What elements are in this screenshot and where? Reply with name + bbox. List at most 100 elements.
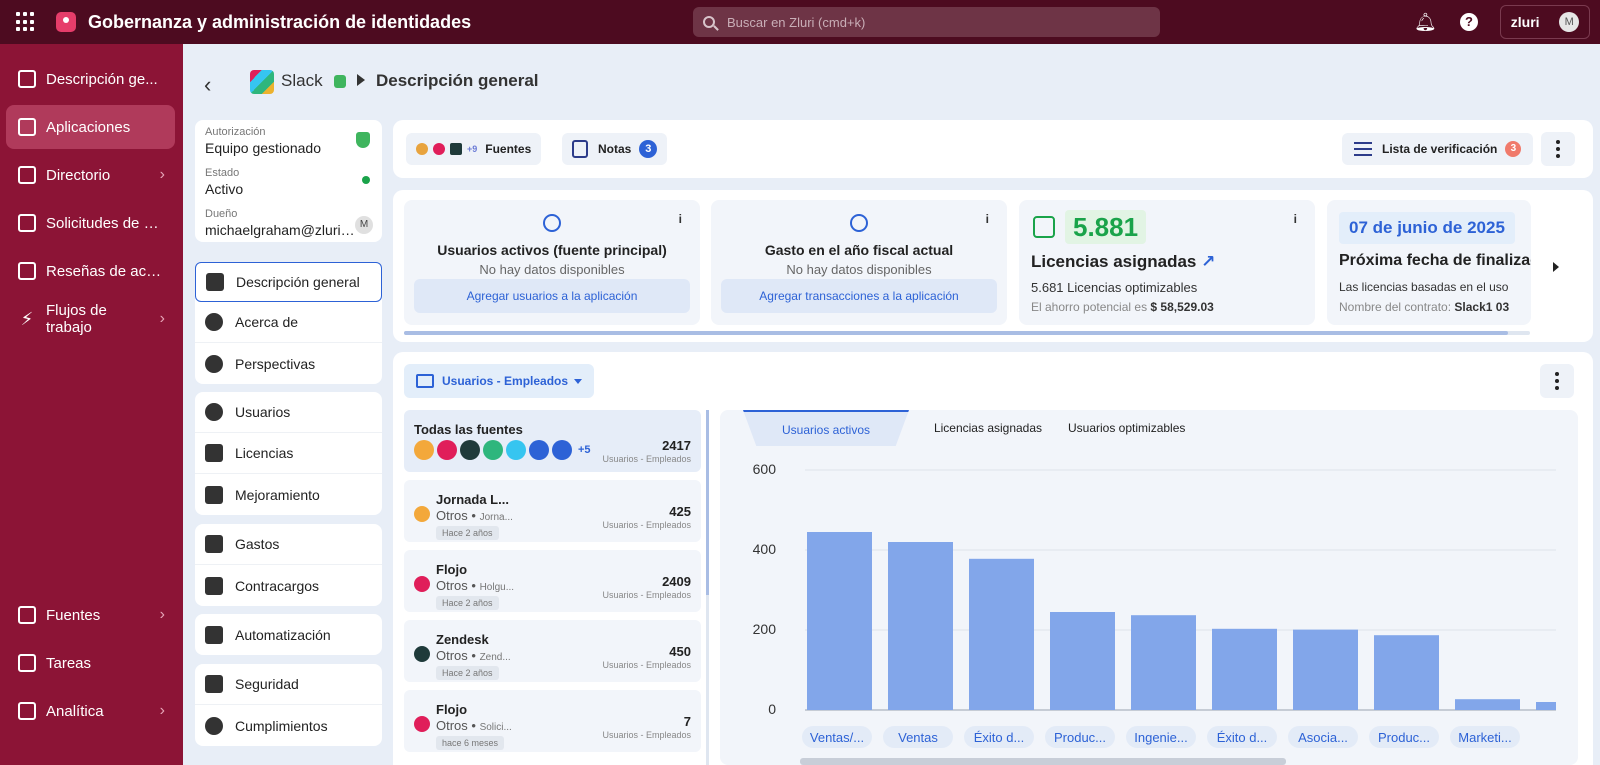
source-card[interactable]: Flojo Otros • Holgu... Hace 2 años 2409 … [404, 550, 701, 612]
sync-age-badge: Hace 2 años [436, 526, 499, 540]
account-switcher[interactable]: zluri M [1500, 5, 1590, 39]
y-tick-label: 400 [753, 541, 777, 557]
subnav-item-spend[interactable]: Gastos [195, 524, 382, 565]
info-icon[interactable]: i [678, 212, 682, 226]
bar[interactable] [1374, 635, 1439, 710]
scrollbar-thumb[interactable] [706, 410, 709, 595]
brand-logo-icon [56, 12, 76, 32]
user-type-dropdown[interactable]: Usuarios - Empleados [404, 364, 595, 398]
help-icon[interactable]: ? [1460, 13, 1478, 31]
contract-description: Las licencias basadas en el uso [1339, 280, 1509, 294]
subnav-item-about[interactable]: Acerca de [195, 302, 382, 343]
more-options-icon[interactable] [1540, 364, 1574, 398]
x-tick-pill [964, 726, 1034, 748]
slack-logo-icon [414, 716, 430, 732]
cards-scrollbar[interactable] [404, 331, 1530, 335]
tab-optimizable-users[interactable]: Usuarios optimizables [1068, 421, 1186, 435]
source-card[interactable]: Zendesk Otros • Zend... Hace 2 años 450 … [404, 620, 701, 682]
x-tick-pill [1369, 726, 1439, 748]
database-icon [850, 214, 868, 232]
nav-item-sources[interactable]: Fuentes › [6, 593, 175, 637]
info-icon[interactable]: i [985, 212, 989, 226]
nav-item-requests[interactable]: Solicitudes de a... [6, 201, 175, 245]
database-icon [543, 214, 561, 232]
subnav-item-automation[interactable]: Automatización [195, 614, 382, 655]
search-input[interactable]: Buscar en Zluri (cmd+k) [693, 7, 1160, 37]
overview-icon [206, 273, 224, 291]
source-card[interactable]: Flojo Otros • Solici... hace 6 meses 7 U… [404, 690, 701, 752]
info-label: Dueño [205, 208, 238, 220]
back-arrow-icon[interactable]: ‹ [204, 72, 212, 97]
x-tick-label: Éxito d... [1207, 726, 1277, 748]
source-count: 450 [669, 644, 691, 659]
subnav-item-chargebacks[interactable]: Contracargos [195, 565, 382, 606]
licenses-title[interactable]: Licencias asignadas ↗ [1031, 252, 1215, 272]
nav-item-workflows[interactable]: ⚡︎ Flujos de trabajo › [6, 297, 175, 341]
sources-chip[interactable]: +9 Fuentes [406, 133, 542, 165]
nav-item-analytics[interactable]: Analítica › [6, 689, 175, 733]
source-card-all[interactable]: Todas las fuentes +5 2417 Usuarios - Emp… [404, 410, 701, 472]
sources-scrollbar[interactable] [706, 410, 709, 765]
tab-active-users[interactable]: Usuarios activos [743, 410, 909, 446]
nav-label: Fuentes [46, 606, 101, 624]
bar[interactable] [1536, 702, 1556, 710]
app-launcher-icon[interactable] [16, 12, 36, 32]
bar[interactable] [888, 542, 953, 710]
info-icon [205, 313, 223, 331]
notes-label: Notas [598, 142, 632, 156]
subnav-item-overview[interactable]: Descripción general [195, 262, 382, 302]
chevron-right-icon: › [159, 606, 165, 623]
scrollbar-thumb[interactable] [404, 331, 1508, 335]
breadcrumb-separator-icon [357, 74, 365, 86]
chart-scrollbar[interactable] [800, 758, 1286, 765]
nav-item-reviews[interactable]: Reseñas de acc... [6, 249, 175, 293]
subnav-item-optimization[interactable]: Mejoramiento [195, 474, 382, 515]
bar[interactable] [807, 532, 872, 710]
source-name: Flojo [436, 702, 468, 717]
source-type-label: Otros [436, 648, 468, 663]
notes-button[interactable]: Notas 3 [562, 133, 668, 165]
nav-item-tasks[interactable]: Tareas [6, 641, 175, 685]
source-card[interactable]: Jornada L... Otros • Jorna... Hace 2 año… [404, 480, 701, 542]
add-transactions-button[interactable]: Agregar transacciones a la aplicación [721, 279, 997, 313]
bell-icon[interactable]: 🔔︎ [1414, 12, 1437, 32]
nav-item-directory[interactable]: Directorio › [6, 153, 175, 197]
x-tick-text: Ingenie... [1134, 730, 1188, 745]
stat-card-active-users: i Usuarios activos (fuente principal) No… [404, 200, 700, 325]
x-tick-text: Éxito d... [974, 730, 1025, 745]
optimizable-licenses: 5.681 Licencias optimizables [1031, 280, 1198, 295]
bar[interactable] [1050, 612, 1115, 710]
tasks-icon [18, 654, 36, 672]
subnav-item-licenses[interactable]: Licencias [195, 433, 382, 474]
subnav-group-automation: Automatización [195, 614, 382, 655]
bar[interactable] [1212, 628, 1277, 710]
bar[interactable] [1131, 615, 1196, 710]
bar[interactable] [1293, 629, 1358, 710]
contract-end-date: 07 de junio de 2025 [1339, 212, 1515, 244]
checklist-button[interactable]: Lista de verificación 3 [1342, 133, 1534, 165]
tab-assigned-licenses[interactable]: Licencias asignadas [933, 421, 1043, 435]
subnav-item-users[interactable]: Usuarios [195, 392, 382, 433]
subnav-item-compliance[interactable]: Cumplimientos [195, 705, 382, 746]
more-options-icon[interactable] [1541, 132, 1575, 166]
add-users-button[interactable]: Agregar usuarios a la aplicación [414, 279, 690, 313]
chevron-right-icon: › [159, 166, 165, 183]
subnav-label: Usuarios [235, 404, 291, 420]
nav-item-applications[interactable]: Aplicaciones [6, 105, 175, 149]
info-icon[interactable]: i [1293, 212, 1297, 226]
x-tick-pill [1045, 726, 1115, 748]
bar[interactable] [1455, 699, 1520, 710]
chevron-right-icon[interactable] [1553, 262, 1559, 272]
breadcrumb-app[interactable]: Slack [281, 71, 323, 90]
nav-label: Reseñas de acc... [46, 262, 164, 280]
source-count: 2417 [662, 438, 691, 453]
reviews-icon [18, 262, 36, 280]
bar[interactable] [969, 558, 1034, 710]
subnav-item-insights[interactable]: Perspectivas [195, 343, 382, 384]
nav-item-overview[interactable]: Descripción ge... [6, 57, 175, 101]
chargeback-icon [205, 576, 223, 595]
owner-row[interactable]: Dueño michaelgraham@zluri.dev [205, 208, 375, 238]
x-tick-pill [802, 726, 872, 748]
subnav-item-security[interactable]: Seguridad [195, 664, 382, 705]
source-type: Otros • Jorna... [436, 508, 513, 523]
